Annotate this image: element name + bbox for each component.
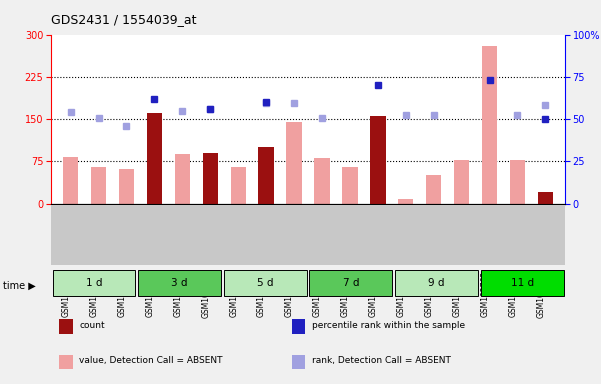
Bar [59, 319, 73, 334]
Bar [224, 270, 307, 296]
Bar [59, 355, 73, 369]
Bar [119, 169, 134, 204]
Bar [52, 270, 135, 296]
Bar [481, 270, 564, 296]
Text: value, Detection Call = ABSENT: value, Detection Call = ABSENT [79, 356, 223, 365]
Bar [231, 167, 246, 204]
Text: GDS2431 / 1554039_at: GDS2431 / 1554039_at [51, 13, 197, 26]
Text: count: count [79, 321, 105, 329]
Bar [203, 153, 218, 204]
Bar [63, 157, 78, 204]
Text: time ▶: time ▶ [3, 281, 35, 291]
Bar [454, 160, 469, 204]
Bar [538, 192, 553, 204]
Bar [147, 113, 162, 204]
Bar [203, 154, 218, 204]
Bar [342, 167, 358, 204]
Bar [510, 160, 525, 204]
Bar [292, 319, 305, 334]
Bar [91, 167, 106, 204]
Bar [370, 116, 385, 204]
Bar [310, 270, 392, 296]
Bar [175, 154, 190, 204]
Text: percentile rank within the sample: percentile rank within the sample [312, 321, 465, 329]
Bar [482, 46, 497, 204]
Bar [398, 199, 413, 204]
Text: 7 d: 7 d [343, 278, 359, 288]
Bar [138, 270, 221, 296]
Text: 3 d: 3 d [171, 278, 188, 288]
Bar [258, 147, 274, 204]
Bar [395, 270, 478, 296]
Bar [426, 175, 441, 204]
Bar [314, 159, 330, 204]
Text: rank, Detection Call = ABSENT: rank, Detection Call = ABSENT [312, 356, 451, 365]
Text: 5 d: 5 d [257, 278, 273, 288]
Bar [286, 122, 302, 204]
Text: 11 d: 11 d [511, 278, 534, 288]
Text: 9 d: 9 d [429, 278, 445, 288]
Text: 1 d: 1 d [86, 278, 102, 288]
Bar [292, 355, 305, 369]
